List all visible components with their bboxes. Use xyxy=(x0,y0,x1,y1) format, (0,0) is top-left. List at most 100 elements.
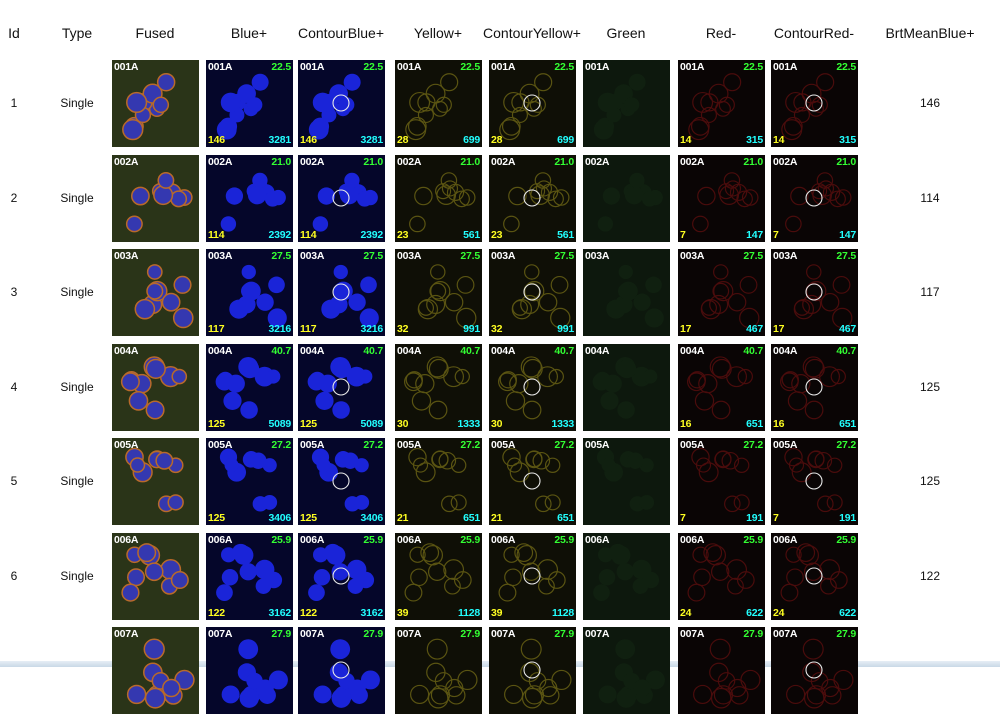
cell-image: 006A 25.9 24 622 xyxy=(678,532,765,620)
micrograph xyxy=(499,73,553,141)
micrograph xyxy=(596,448,655,512)
intensity-label: 122 xyxy=(300,606,317,619)
cell-blob xyxy=(247,185,267,204)
cell-blob xyxy=(438,451,457,470)
sample-id: 001A xyxy=(114,61,139,73)
cell-blob xyxy=(617,283,634,299)
cell-blob xyxy=(804,400,824,419)
cell-blob xyxy=(308,119,329,140)
cell-blob xyxy=(354,494,370,510)
cell-blob xyxy=(739,275,758,294)
cell-blob xyxy=(711,358,732,379)
cell-image: 007A xyxy=(112,627,199,714)
cell-blob xyxy=(501,116,521,136)
sample-id: 004A xyxy=(585,344,610,357)
cell-blob xyxy=(645,276,662,294)
cell-blob xyxy=(832,307,853,329)
cell-blob xyxy=(172,307,194,329)
cell-blob xyxy=(705,544,727,565)
sample-id: 004A xyxy=(773,344,798,357)
pixel-area-label: 315 xyxy=(839,134,856,146)
cell-blob xyxy=(544,494,561,511)
cell-blob xyxy=(499,119,521,141)
cell-blob xyxy=(548,368,564,384)
cell-blob xyxy=(161,292,181,312)
cell-blob xyxy=(173,275,192,294)
pixel-area-label: 3406 xyxy=(268,512,291,524)
cell-blob xyxy=(331,688,351,708)
area-label: 21.0 xyxy=(460,155,480,168)
cell-blob xyxy=(137,542,157,562)
micrograph xyxy=(700,264,760,329)
area-label: 27.5 xyxy=(836,250,856,262)
contour xyxy=(523,283,541,301)
cell-blob xyxy=(430,264,446,280)
cell-blob xyxy=(793,298,815,320)
column-header: Type xyxy=(61,25,93,41)
cell-blob xyxy=(444,292,464,312)
cell-blob xyxy=(803,562,823,581)
contour xyxy=(805,283,823,301)
sample-id: 005A xyxy=(491,439,516,451)
micrograph xyxy=(502,447,561,513)
cell-blob xyxy=(525,450,543,469)
cell-blob xyxy=(532,451,551,470)
cell-blob xyxy=(629,172,645,188)
cell-blob xyxy=(313,568,331,586)
sample-id: 006A xyxy=(300,533,325,546)
pixel-area-label: 2392 xyxy=(360,228,383,241)
cell-blob xyxy=(727,292,747,312)
intensity-label: 24 xyxy=(773,606,785,619)
pixel-area-label: 2392 xyxy=(268,228,291,241)
column-header: Blue+ xyxy=(230,25,268,41)
area-label: 22.5 xyxy=(363,61,383,73)
pixel-area-label: 5089 xyxy=(360,417,383,430)
cell-blob xyxy=(330,639,351,660)
area-label: 25.9 xyxy=(743,533,763,546)
micrograph xyxy=(312,172,378,232)
intensity-label: 125 xyxy=(300,417,317,430)
cell-blob xyxy=(724,495,741,513)
micrograph xyxy=(786,638,854,709)
cell-image: 005A xyxy=(583,438,670,525)
brt-mean-blue: 146 xyxy=(919,96,941,110)
sample-id: 001A xyxy=(773,61,798,73)
cell-image: 003A xyxy=(112,249,199,336)
sample-id: 005A xyxy=(773,439,798,451)
cell-blob xyxy=(698,373,718,393)
cell-blob xyxy=(170,570,189,589)
contour xyxy=(523,188,541,207)
cell-blob xyxy=(600,391,619,410)
sample-id: 003A xyxy=(208,250,233,262)
sample-id: 006A xyxy=(491,533,516,546)
micrograph xyxy=(229,264,287,328)
area-label: 21.0 xyxy=(271,155,291,168)
cell-blob xyxy=(171,368,188,384)
cell-blob xyxy=(422,544,444,565)
sample-id: 004A xyxy=(300,344,325,357)
intensity-label: 39 xyxy=(491,606,503,619)
pixel-area-label: 3406 xyxy=(360,512,383,524)
cell-blob xyxy=(511,298,533,320)
sample-id: 006A xyxy=(585,533,610,546)
sample-id: 005A xyxy=(397,439,422,451)
cell-image: 006A xyxy=(112,532,199,620)
cell-blob xyxy=(598,685,617,704)
cell-image: 007A 27.9 xyxy=(395,627,482,714)
cell-blob xyxy=(790,186,809,205)
cell-blob xyxy=(429,282,447,300)
area-label: 27.9 xyxy=(363,628,383,640)
sample-id: 005A xyxy=(114,439,139,451)
cell-image: 006A 25.9 24 622 xyxy=(771,532,858,620)
row-id: 6 xyxy=(10,568,18,583)
intensity-label: 146 xyxy=(208,134,225,146)
cell-image: 004A 40.7 125 5089 xyxy=(206,343,293,431)
cell-blob xyxy=(736,190,753,207)
cell-blob xyxy=(456,275,475,294)
pixel-area-label: 699 xyxy=(463,134,480,146)
cell-blob xyxy=(221,685,240,704)
cell-blob xyxy=(791,462,812,483)
cell-image: 004A 40.7 16 651 xyxy=(678,343,765,431)
contour xyxy=(805,94,823,112)
cell-blob xyxy=(784,447,803,467)
